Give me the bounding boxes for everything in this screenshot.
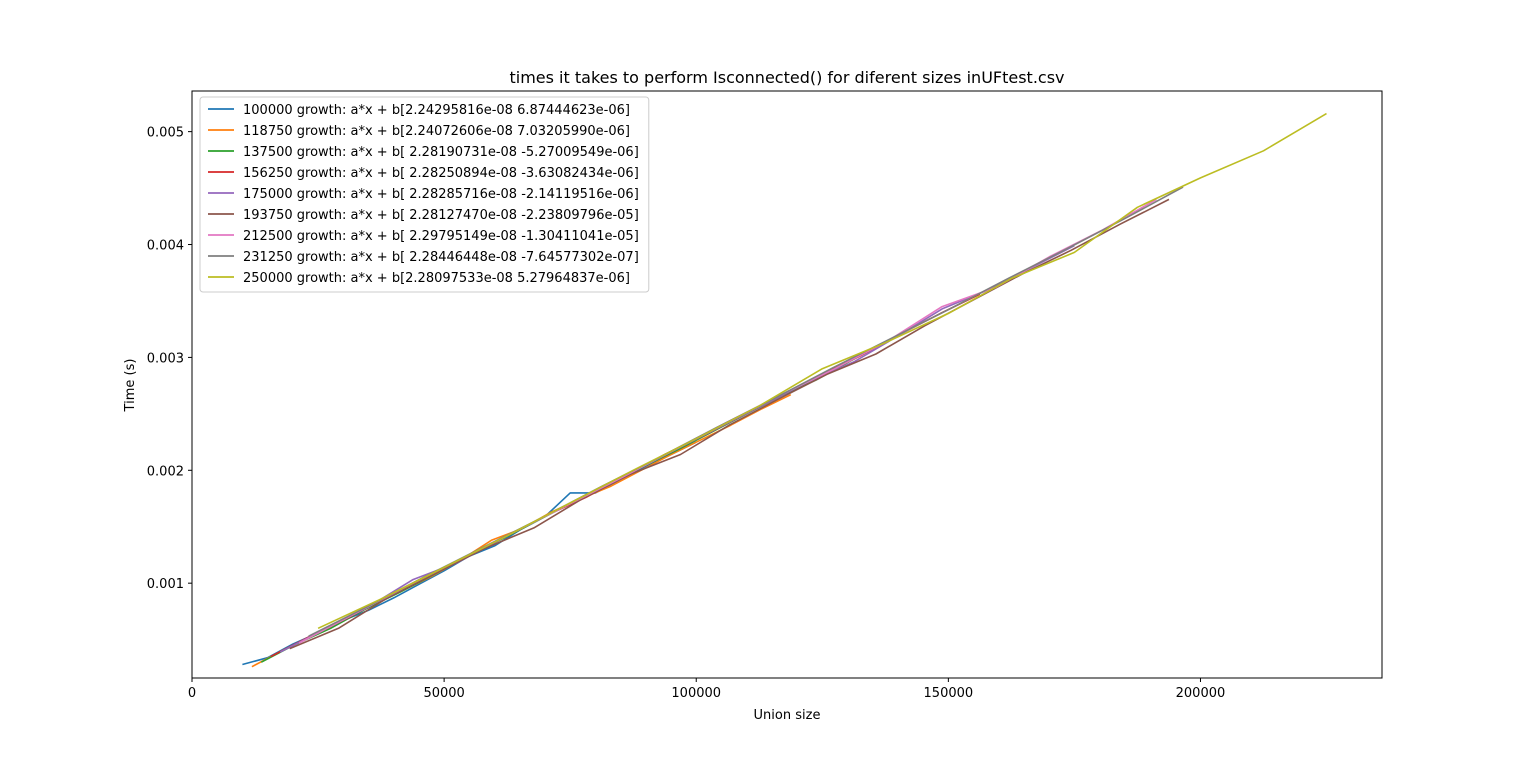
y-tick-label: 0.001 bbox=[147, 577, 184, 592]
y-tick-label: 0.002 bbox=[147, 464, 184, 479]
legend-entry-5: 193750 growth: a*x + b[ 2.28127470e-08 -… bbox=[243, 208, 639, 223]
y-tick-label: 0.005 bbox=[147, 126, 184, 141]
plot-lines bbox=[242, 112, 1327, 668]
plot-frame bbox=[191, 90, 1383, 679]
legend-entry-6: 212500 growth: a*x + b[ 2.29795149e-08 -… bbox=[243, 229, 639, 244]
x-tick-label: 0 bbox=[188, 686, 196, 701]
legend-entry-8: 250000 growth: a*x + b[2.28097533e-08 5.… bbox=[243, 271, 630, 286]
legend-entry-1: 118750 growth: a*x + b[2.24072606e-08 7.… bbox=[243, 124, 630, 139]
legend-entry-4: 175000 growth: a*x + b[ 2.28285716e-08 -… bbox=[243, 187, 639, 202]
y-axis-label: Time (s) bbox=[123, 359, 138, 413]
y-tick-label: 0.003 bbox=[147, 351, 184, 366]
legend: 100000 growth: a*x + b[2.24295816e-08 6.… bbox=[199, 96, 650, 293]
x-axis: 0 50000 100000 150000 200000 bbox=[188, 678, 1225, 701]
x-tick-label: 200000 bbox=[1176, 686, 1226, 701]
series-line-8 bbox=[317, 112, 1327, 630]
x-tick-label: 150000 bbox=[924, 686, 974, 701]
legend-entry-3: 156250 growth: a*x + b[ 2.28250894e-08 -… bbox=[243, 166, 639, 181]
x-axis-label: Union size bbox=[754, 708, 821, 723]
legend-box bbox=[199, 96, 650, 293]
legend-entry-2: 137500 growth: a*x + b[ 2.28190731e-08 -… bbox=[243, 145, 639, 160]
y-tick-label: 0.004 bbox=[147, 239, 184, 254]
y-axis: 0.001 0.002 0.003 0.004 0.005 bbox=[147, 126, 192, 592]
x-tick-label: 50000 bbox=[423, 686, 464, 701]
legend-entry-7: 231250 growth: a*x + b[ 2.28446448e-08 -… bbox=[243, 250, 639, 265]
x-tick-label: 100000 bbox=[671, 686, 721, 701]
chart-title: times it takes to perform Isconnected() … bbox=[509, 68, 1064, 87]
legend-entry-0: 100000 growth: a*x + b[2.24295816e-08 6.… bbox=[243, 103, 630, 118]
